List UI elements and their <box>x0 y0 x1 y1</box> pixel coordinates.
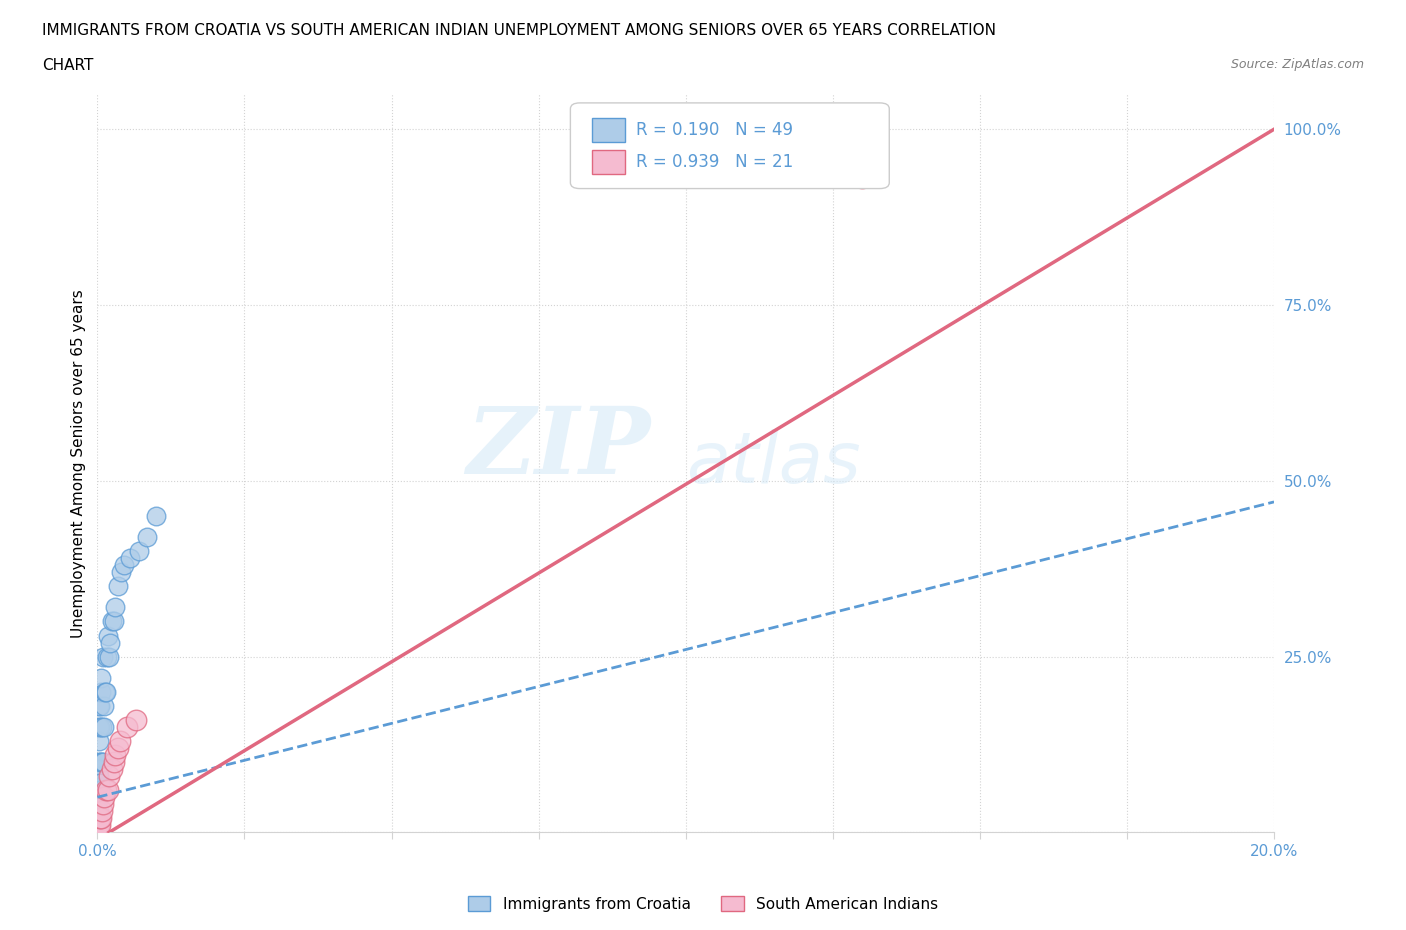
Point <box>87 817 110 832</box>
Point <box>89 817 111 832</box>
Point <box>86 783 108 798</box>
Text: atlas: atlas <box>686 429 860 498</box>
Point <box>87 762 110 777</box>
Point <box>86 797 108 812</box>
Point <box>851 171 873 186</box>
Point <box>87 698 110 713</box>
Text: Source: ZipAtlas.com: Source: ZipAtlas.com <box>1230 58 1364 71</box>
Point <box>96 783 118 798</box>
Point <box>94 684 117 699</box>
Point <box>91 720 114 735</box>
Point <box>90 671 112 685</box>
Point <box>87 790 110 804</box>
Point <box>86 825 108 840</box>
Point <box>112 558 135 573</box>
Text: R = 0.190   N = 49: R = 0.190 N = 49 <box>637 121 793 140</box>
Point <box>110 565 132 579</box>
Point <box>87 817 110 832</box>
Point <box>91 649 114 664</box>
Text: ZIP: ZIP <box>467 404 651 494</box>
Point <box>108 734 131 749</box>
Text: R = 0.939   N = 21: R = 0.939 N = 21 <box>637 153 793 171</box>
Point <box>101 762 124 777</box>
Point <box>93 698 115 713</box>
Point <box>86 804 108 818</box>
Text: CHART: CHART <box>42 58 94 73</box>
Point <box>90 754 112 769</box>
Point <box>87 720 110 735</box>
Point <box>86 825 108 840</box>
Point <box>115 720 138 735</box>
Point <box>87 769 110 784</box>
Point <box>91 754 114 769</box>
Point <box>93 790 115 804</box>
Point <box>87 754 110 769</box>
Text: IMMIGRANTS FROM CROATIA VS SOUTH AMERICAN INDIAN UNEMPLOYMENT AMONG SENIORS OVER: IMMIGRANTS FROM CROATIA VS SOUTH AMERICA… <box>42 23 997 38</box>
Point <box>128 544 150 559</box>
Point <box>136 529 159 544</box>
Point <box>90 684 112 699</box>
Bar <box>592 150 624 174</box>
Point <box>87 825 110 840</box>
Point <box>89 720 111 735</box>
Point <box>91 797 114 812</box>
Point <box>86 762 108 777</box>
Point <box>97 628 120 643</box>
Point <box>104 600 127 615</box>
FancyBboxPatch shape <box>571 103 889 189</box>
Point <box>89 698 111 713</box>
Point <box>98 635 121 650</box>
Point <box>101 614 124 629</box>
Point <box>103 614 125 629</box>
Point <box>90 754 112 769</box>
Point <box>91 804 114 818</box>
Point <box>89 811 111 826</box>
Point <box>89 776 111 790</box>
Point <box>87 825 110 840</box>
Point <box>86 817 108 832</box>
Point <box>98 769 121 784</box>
Point <box>124 712 146 727</box>
Point <box>104 748 127 763</box>
Point <box>96 649 118 664</box>
Point <box>87 734 110 749</box>
Point <box>107 740 129 755</box>
Point <box>93 720 115 735</box>
Point <box>87 804 110 818</box>
Point <box>98 649 121 664</box>
Point <box>87 790 110 804</box>
Point <box>103 754 125 769</box>
Point <box>86 776 108 790</box>
Point <box>96 684 118 699</box>
Bar <box>592 118 624 142</box>
Y-axis label: Unemployment Among Seniors over 65 years: Unemployment Among Seniors over 65 years <box>72 289 86 638</box>
Point <box>89 783 111 798</box>
Legend: Immigrants from Croatia, South American Indians: Immigrants from Croatia, South American … <box>461 889 945 918</box>
Point <box>86 790 108 804</box>
Point <box>97 783 120 798</box>
Point <box>86 811 108 826</box>
Point <box>90 811 112 826</box>
Point <box>86 769 108 784</box>
Point <box>145 509 167 524</box>
Point <box>118 551 141 565</box>
Point <box>107 578 129 593</box>
